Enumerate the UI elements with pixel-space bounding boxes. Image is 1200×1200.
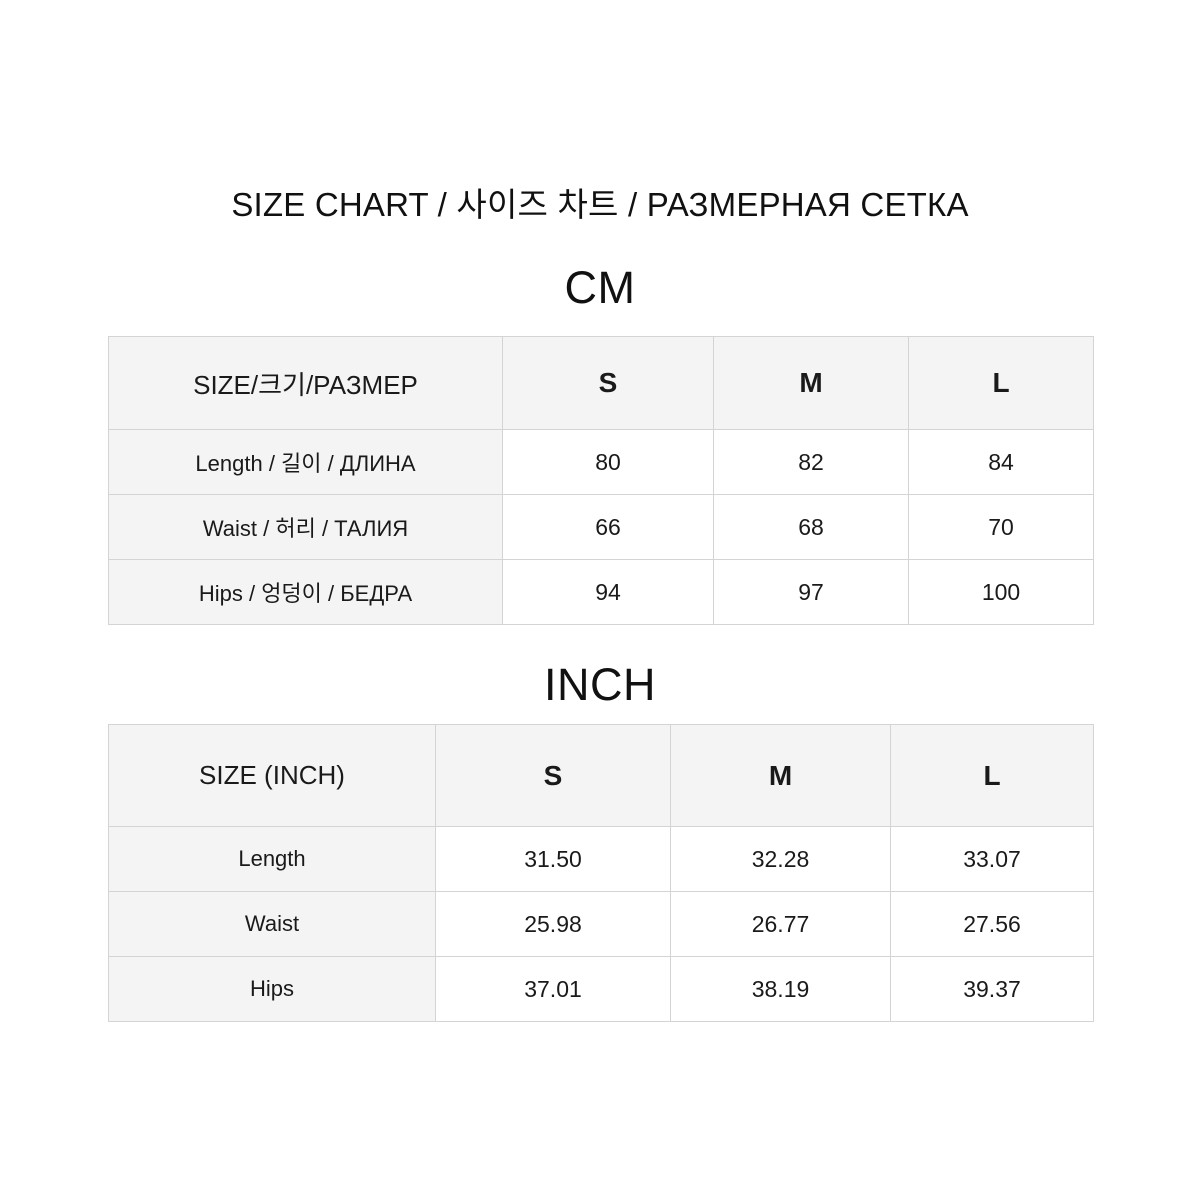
page-title: SIZE CHART / 사이즈 차트 / РАЗМЕРНАЯ СЕТКА [231,186,969,223]
inch-section-heading: INCH [544,659,656,710]
inch-header-size-s: S [435,724,671,827]
table-row: Waist / 허리 / ТАЛИЯ 66 68 70 [108,494,1094,560]
inch-hips-s: 37.01 [435,956,671,1022]
cm-row-label-waist: Waist / 허리 / ТАЛИЯ [108,494,503,560]
cm-row-label-hips: Hips / 엉덩이 / БЕДРА [108,559,503,625]
cm-table-header-row: SIZE/크기/РАЗМЕР S M L [108,336,1094,430]
inch-header-size-m: M [670,724,891,827]
table-row: Length 31.50 32.28 33.07 [108,826,1094,892]
cm-waist-l: 70 [908,494,1094,560]
table-row: Hips / 엉덩이 / БЕДРА 94 97 100 [108,559,1094,625]
inch-table-header-row: SIZE (INCH) S M L [108,724,1094,827]
cm-length-s: 80 [502,429,714,495]
inch-header-size-l: L [890,724,1094,827]
inch-size-table: SIZE (INCH) S M L Length 31.50 32.28 33.… [108,724,1094,1022]
cm-length-m: 82 [713,429,909,495]
inch-waist-m: 26.77 [670,891,891,957]
cm-length-l: 84 [908,429,1094,495]
inch-waist-l: 27.56 [890,891,1094,957]
inch-hips-m: 38.19 [670,956,891,1022]
cm-header-size-l: L [908,336,1094,430]
inch-length-s: 31.50 [435,826,671,892]
inch-row-label-hips: Hips [108,956,436,1022]
table-row: Hips 37.01 38.19 39.37 [108,956,1094,1022]
cm-header-size-s: S [502,336,714,430]
cm-hips-m: 97 [713,559,909,625]
cm-header-size-m: M [713,336,909,430]
inch-row-label-length: Length [108,826,436,892]
cm-hips-l: 100 [908,559,1094,625]
inch-row-label-waist: Waist [108,891,436,957]
table-row: Waist 25.98 26.77 27.56 [108,891,1094,957]
inch-hips-l: 39.37 [890,956,1094,1022]
cm-waist-s: 66 [502,494,714,560]
inch-length-l: 33.07 [890,826,1094,892]
cm-waist-m: 68 [713,494,909,560]
cm-row-label-length: Length / 길이 / ДЛИНА [108,429,503,495]
inch-waist-s: 25.98 [435,891,671,957]
cm-header-label: SIZE/크기/РАЗМЕР [108,336,503,430]
cm-hips-s: 94 [502,559,714,625]
inch-length-m: 32.28 [670,826,891,892]
inch-header-label: SIZE (INCH) [108,724,436,827]
cm-section-heading: CM [564,262,636,313]
cm-size-table: SIZE/크기/РАЗМЕР S M L Length / 길이 / ДЛИНА… [108,336,1094,625]
table-row: Length / 길이 / ДЛИНА 80 82 84 [108,429,1094,495]
